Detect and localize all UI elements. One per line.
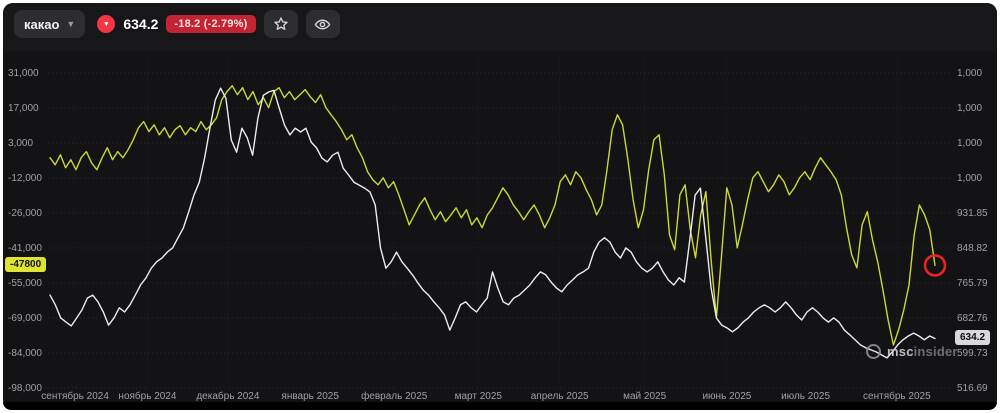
favorite-button[interactable] — [264, 10, 298, 38]
yellow-left-axis-series — [50, 86, 935, 345]
x-axis-label: сентябрь 2025 — [863, 391, 931, 402]
x-axis-label: июнь 2025 — [702, 391, 751, 402]
x-axis-label: февраль 2025 — [361, 391, 427, 402]
toolbar: какао ▼ ▼ 634.2 -18.2 (-2.79%) — [14, 10, 340, 38]
left-axis-label: 17,000 — [8, 103, 39, 114]
x-axis-label: январь 2025 — [281, 391, 339, 402]
left-axis-price-marker: -47800 — [5, 257, 46, 272]
right-axis-label: 1,000 — [957, 68, 982, 79]
bottom-strip — [3, 402, 997, 410]
left-axis-label: -55,000 — [8, 278, 42, 289]
visibility-button[interactable] — [306, 10, 340, 38]
right-axis-label: 765.79 — [957, 278, 988, 289]
chart-canvas[interactable] — [0, 0, 1000, 413]
last-price: 634.2 — [123, 16, 158, 32]
x-axis-label: июль 2025 — [781, 391, 830, 402]
price-group: ▼ 634.2 -18.2 (-2.79%) — [97, 15, 255, 33]
left-axis-label: 3,000 — [8, 138, 33, 149]
eye-icon — [314, 16, 331, 33]
right-axis-price-marker: 634.2 — [955, 330, 990, 345]
chevron-down-icon: ▼ — [66, 20, 75, 29]
right-axis-label: 848.82 — [957, 243, 988, 254]
x-axis-label: март 2025 — [455, 391, 502, 402]
mscinsider-logo-icon — [866, 344, 881, 359]
left-axis-label: -98,000 — [8, 383, 42, 394]
change-badge: -18.2 (-2.79%) — [166, 15, 255, 33]
right-axis-label: 1,000 — [957, 138, 982, 149]
left-axis-label: -26,000 — [8, 208, 42, 219]
arrow-down-icon: ▼ — [97, 15, 115, 33]
right-axis-label: 682.76 — [957, 313, 988, 324]
x-axis-label: сентябрь 2024 — [41, 391, 109, 402]
x-axis-label: апрель 2025 — [531, 391, 589, 402]
symbol-selector[interactable]: какао ▼ — [14, 10, 85, 38]
x-axis-label: ноябрь 2024 — [118, 391, 176, 402]
right-axis-label: 516.69 — [957, 383, 988, 394]
left-axis-label: -69,000 — [8, 313, 42, 324]
right-axis-label: 1,000 — [957, 103, 982, 114]
right-axis-label: 599.73 — [957, 348, 988, 359]
watermark: mscinsider — [866, 344, 958, 359]
symbol-label: какао — [24, 17, 59, 32]
left-axis-label: -41,000 — [8, 243, 42, 254]
x-axis-label: декабрь 2024 — [196, 391, 259, 402]
left-axis-label: -12,000 — [8, 173, 42, 184]
watermark-text: mscinsider — [887, 344, 958, 359]
white-right-axis-series — [50, 88, 935, 358]
left-axis-label: -84,000 — [8, 348, 42, 359]
right-axis-label: 931.85 — [957, 208, 988, 219]
x-axis-label: май 2025 — [623, 391, 666, 402]
left-axis-label: 31,000 — [8, 68, 39, 79]
right-axis-label: 1,000 — [957, 173, 982, 184]
star-icon — [273, 16, 289, 32]
